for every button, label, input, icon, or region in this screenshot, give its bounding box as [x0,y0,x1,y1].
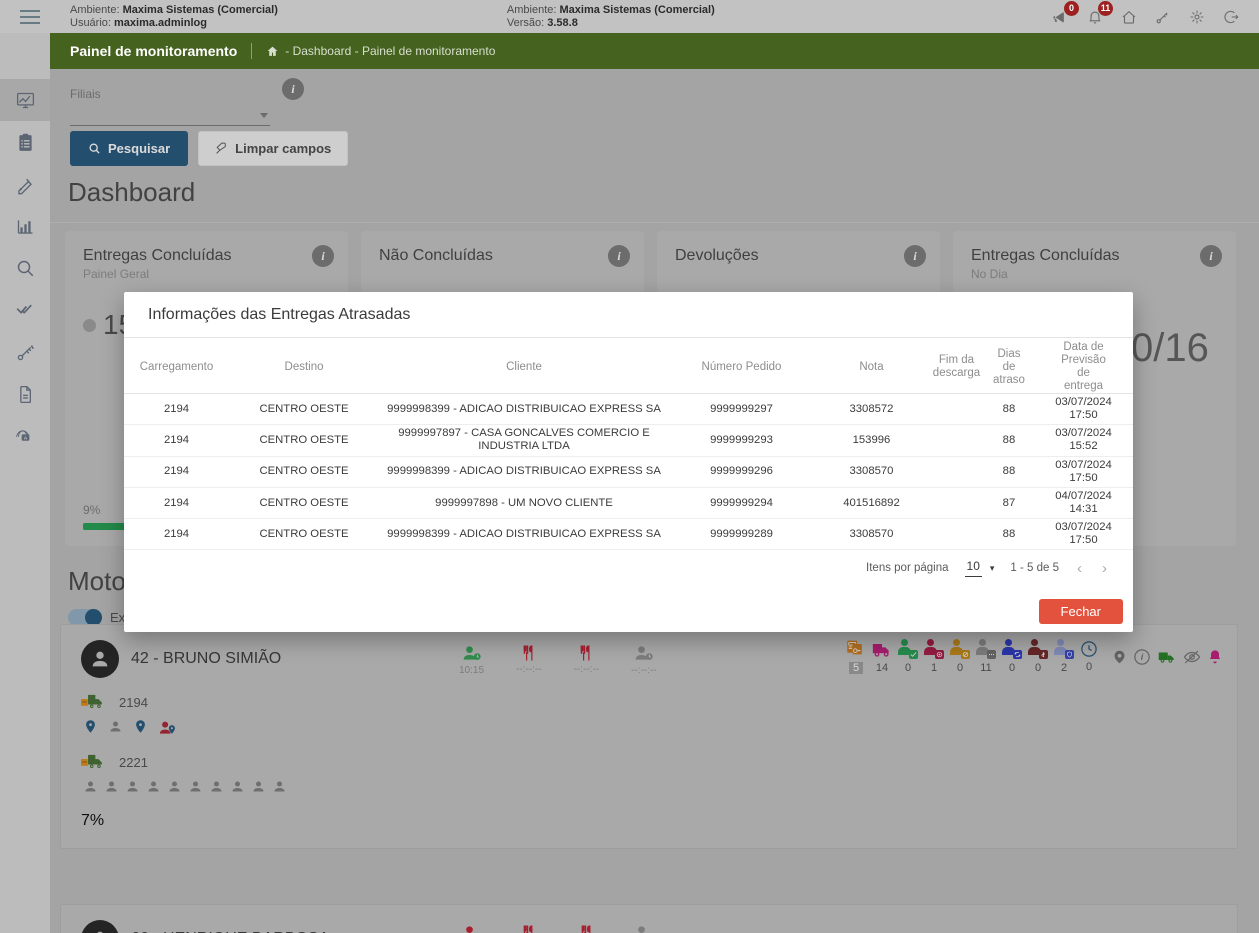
svg-text:A: A [23,435,27,441]
